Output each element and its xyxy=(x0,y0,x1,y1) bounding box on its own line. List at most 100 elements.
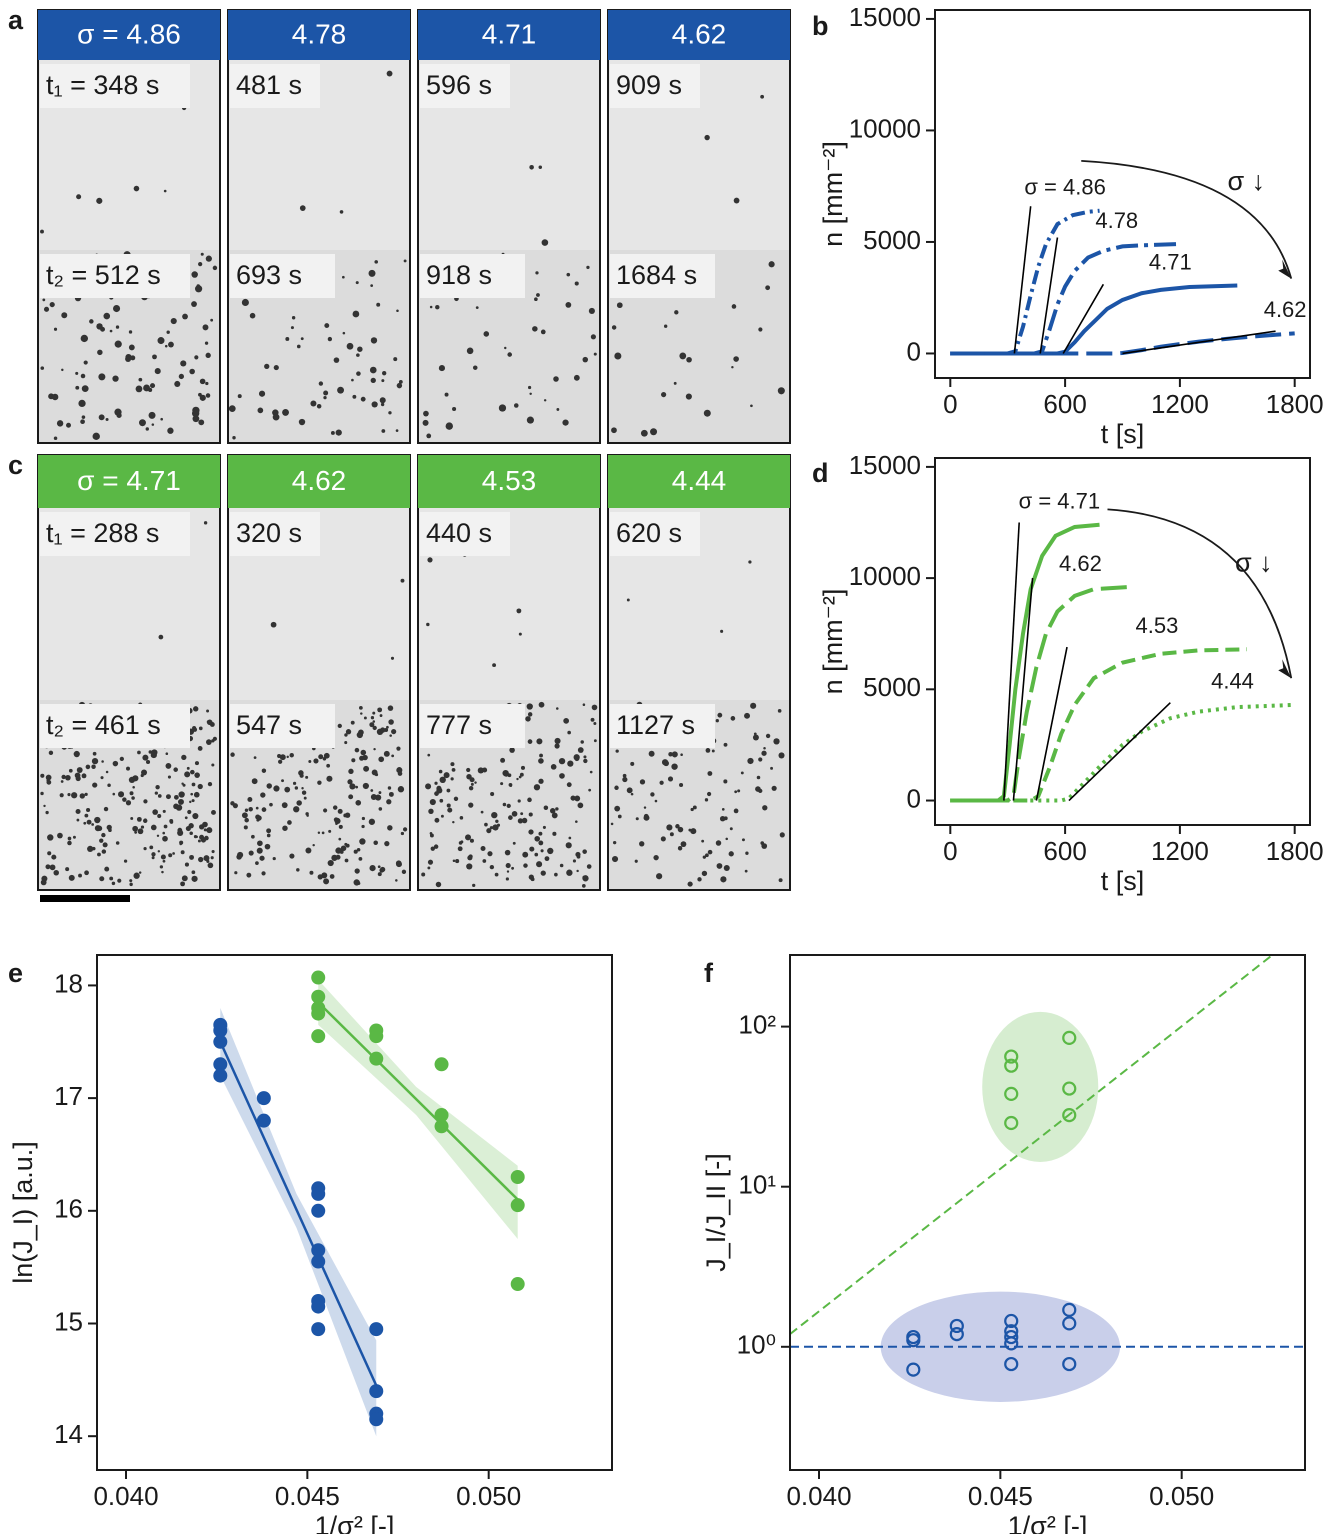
crystal xyxy=(99,838,104,843)
crystal xyxy=(533,784,541,791)
crystal xyxy=(246,872,252,878)
crystal xyxy=(616,302,623,309)
crystal xyxy=(80,334,89,343)
crystal xyxy=(128,330,133,334)
crystal xyxy=(49,864,56,871)
crystal xyxy=(180,850,185,855)
crystal xyxy=(294,786,299,790)
crystal xyxy=(206,709,210,713)
data-point xyxy=(311,989,326,1004)
plot-frame xyxy=(934,457,1311,826)
crystal xyxy=(581,883,586,888)
curve-label: σ = 4.71 xyxy=(1019,489,1100,514)
crystal xyxy=(273,365,279,371)
crystal xyxy=(704,134,710,141)
crystal xyxy=(468,802,474,808)
crystal xyxy=(701,870,708,877)
crystal xyxy=(353,849,358,854)
crystal xyxy=(612,841,617,845)
x-tick-label: 0.050 xyxy=(1149,1481,1214,1511)
crystal xyxy=(534,297,538,302)
crystal xyxy=(324,323,330,329)
crystal xyxy=(588,788,592,792)
crystal xyxy=(675,824,680,829)
crystal xyxy=(149,383,156,389)
crystal xyxy=(117,791,125,798)
crystal xyxy=(318,754,324,760)
crystal xyxy=(100,776,104,780)
crystal xyxy=(332,805,338,810)
crystal xyxy=(166,330,170,334)
crystal xyxy=(423,410,429,417)
data-point xyxy=(906,1362,921,1377)
crystal xyxy=(680,841,687,848)
crystal xyxy=(189,854,195,860)
crystal xyxy=(192,406,200,415)
crystal xyxy=(378,756,385,763)
header-label: 4.71 xyxy=(482,18,537,49)
crystal xyxy=(452,406,457,412)
crystal xyxy=(330,431,335,435)
crystal xyxy=(568,836,572,840)
crystal xyxy=(80,419,85,425)
label-bg xyxy=(230,704,335,748)
crystal xyxy=(298,418,306,426)
y-tick-label: 15000 xyxy=(849,2,921,32)
crystal xyxy=(387,786,392,790)
crystal xyxy=(506,803,511,808)
data-point xyxy=(949,1318,964,1334)
crystal xyxy=(167,427,174,434)
crystal xyxy=(195,835,198,839)
crystal xyxy=(381,429,386,433)
crystal xyxy=(266,833,271,838)
data-point xyxy=(510,1198,525,1213)
crystal xyxy=(572,859,576,863)
crystal xyxy=(322,757,327,761)
crystal xyxy=(83,360,88,365)
crystal xyxy=(305,847,312,854)
data-point xyxy=(1004,1313,1019,1329)
crystal xyxy=(165,762,172,769)
crystal xyxy=(198,419,205,426)
crystal xyxy=(626,787,633,794)
crystal xyxy=(138,871,142,874)
crystal xyxy=(148,411,156,419)
plot-frame xyxy=(789,954,1306,1471)
crystal xyxy=(191,301,197,307)
data-point xyxy=(1004,1049,1019,1064)
curve-label: 4.53 xyxy=(1136,613,1179,638)
crystal xyxy=(210,856,214,860)
crystal xyxy=(157,814,162,819)
crystal xyxy=(178,373,184,380)
crystal xyxy=(704,798,709,802)
crystal xyxy=(285,337,290,341)
crystal xyxy=(272,413,280,421)
crystal xyxy=(401,869,407,875)
crystal xyxy=(611,427,617,434)
crystal xyxy=(177,829,184,836)
crystal xyxy=(389,734,392,737)
crystal xyxy=(527,797,532,803)
crystal xyxy=(536,293,540,297)
curve-label: σ = 4.86 xyxy=(1024,175,1105,200)
plot-frame xyxy=(96,954,613,1471)
crystal xyxy=(486,828,492,834)
crystal xyxy=(89,319,94,324)
crystal xyxy=(630,792,634,796)
crystal xyxy=(318,381,324,386)
t2-label: 777 s xyxy=(426,710,492,740)
crystal xyxy=(333,357,340,363)
crystal xyxy=(337,723,342,729)
crystal xyxy=(551,812,558,819)
crystal xyxy=(534,852,539,857)
crystal xyxy=(583,758,588,764)
header-label: 4.53 xyxy=(482,465,537,496)
crystal xyxy=(257,407,264,414)
crystal xyxy=(380,402,385,407)
fit-line xyxy=(1012,578,1034,801)
crystal xyxy=(300,337,304,341)
crystal xyxy=(363,716,367,720)
crystal xyxy=(342,331,346,335)
crystal xyxy=(202,821,208,828)
crystal xyxy=(370,716,375,720)
